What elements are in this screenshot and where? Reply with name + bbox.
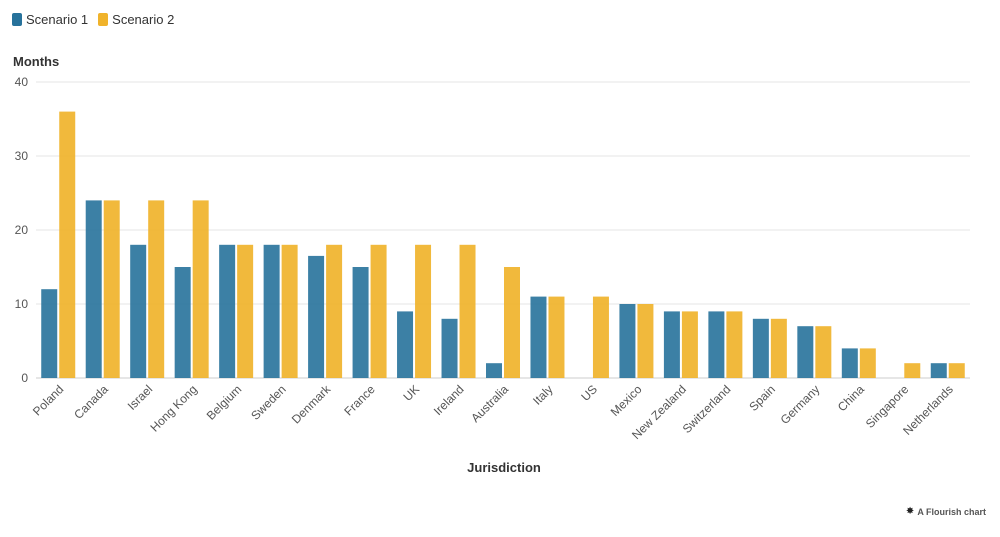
bar-scenario-1[interactable]: China — Scenario 1: 4 [841, 348, 858, 378]
x-axis-title: Jurisdiction [467, 460, 541, 475]
bars: Poland — Scenario 1: 12Poland — Scenario… [41, 111, 965, 378]
bar-scenario-2[interactable]: Spain — Scenario 2: 8 [770, 318, 787, 378]
y-tick-label: 10 [15, 297, 29, 311]
x-tick-label: US [578, 382, 600, 404]
legend-swatch-scenario-1 [12, 13, 22, 26]
x-tick-label: Germany [778, 382, 823, 427]
x-tick-label: Hong Kong [147, 382, 199, 434]
bar-scenario-2[interactable]: Australia — Scenario 2: 15 [504, 267, 520, 378]
x-tick-label: China [835, 382, 867, 414]
bar-scenario-2[interactable]: Netherlands — Scenario 2: 2 [948, 363, 965, 378]
x-tick-label: Switzerland [680, 382, 734, 436]
x-tick-label: Sweden [248, 382, 289, 423]
bar-scenario-1[interactable]: Poland — Scenario 1: 12 [41, 289, 58, 378]
bar-scenario-2[interactable]: Belgium — Scenario 2: 18 [237, 244, 254, 378]
x-tick-label: Australia [468, 382, 511, 425]
x-tick-label: France [341, 382, 378, 419]
x-tick-label: Belgium [204, 382, 245, 423]
legend-label-scenario-2: Scenario 2 [112, 12, 175, 27]
bar-scenario-1[interactable]: Italy — Scenario 1: 11 [530, 296, 547, 378]
bar-scenario-2[interactable]: New Zealand — Scenario 2: 9 [681, 311, 698, 378]
bar-scenario-2[interactable]: Denmark — Scenario 2: 18 [326, 244, 343, 378]
bar-scenario-1[interactable]: France — Scenario 1: 15 [352, 267, 369, 378]
bar-scenario-2[interactable]: US — Scenario 2: 11 [592, 296, 609, 378]
x-tick-label: Ireland [431, 382, 467, 418]
bar-scenario-1[interactable]: Germany — Scenario 1: 7 [797, 326, 814, 378]
y-tick-label: 0 [21, 371, 28, 385]
bar-scenario-2[interactable]: Germany — Scenario 2: 7 [815, 326, 832, 378]
bar-scenario-1[interactable]: UK — Scenario 1: 9 [397, 311, 414, 378]
bar-scenario-1[interactable]: Mexico — Scenario 1: 10 [619, 304, 636, 378]
bar-scenario-1[interactable]: Israel — Scenario 1: 18 [130, 244, 147, 378]
bar-scenario-2[interactable]: Singapore — Scenario 2: 2 [904, 363, 921, 378]
bar-scenario-1[interactable]: Belgium — Scenario 1: 18 [219, 244, 236, 378]
legend-item-scenario-1[interactable]: Scenario 1 [12, 12, 88, 27]
legend-swatch-scenario-2 [98, 13, 109, 26]
legend: Scenario 1 Scenario 2 [12, 12, 174, 27]
flourish-star-icon: ✸ [905, 506, 915, 517]
y-tick-label: 20 [15, 223, 29, 237]
flourish-credit[interactable]: ✸ A Flourish chart [906, 506, 986, 517]
bar-scenario-1[interactable]: Spain — Scenario 1: 8 [752, 318, 769, 378]
credit-text: A Flourish chart [917, 506, 986, 517]
x-tick-label: Denmark [289, 382, 334, 427]
legend-label-scenario-1: Scenario 1 [26, 12, 89, 27]
bar-scenario-2[interactable]: Sweden — Scenario 2: 18 [281, 244, 298, 378]
bar-scenario-1[interactable]: Hong Kong — Scenario 1: 15 [174, 267, 191, 378]
bar-scenario-1[interactable]: Ireland — Scenario 1: 8 [441, 318, 458, 378]
bar-scenario-2[interactable]: Mexico — Scenario 2: 10 [637, 304, 654, 378]
bar-scenario-1[interactable]: Denmark — Scenario 1: 16.5 [308, 255, 325, 378]
bar-scenario-2[interactable]: Israel — Scenario 2: 24 [148, 200, 165, 378]
bar-scenario-2[interactable]: UK — Scenario 2: 18 [415, 244, 432, 378]
y-axis-title: Months [13, 54, 59, 69]
bar-scenario-2[interactable]: Switzerland — Scenario 2: 9 [726, 311, 743, 378]
x-tick-label: Israel [125, 382, 156, 413]
y-tick-label: 40 [15, 75, 29, 89]
bar-scenario-1[interactable]: Australia — Scenario 1: 2 [486, 363, 502, 378]
x-tick-label: Spain [746, 382, 778, 414]
legend-item-scenario-2[interactable]: Scenario 2 [98, 12, 174, 27]
bar-scenario-1[interactable]: Netherlands — Scenario 1: 2 [930, 363, 947, 378]
y-tick-label: 30 [15, 149, 29, 163]
bar-scenario-1[interactable]: Canada — Scenario 1: 24 [85, 200, 102, 378]
gridlines [36, 81, 970, 379]
bar-scenario-2[interactable]: Canada — Scenario 2: 24 [103, 200, 120, 378]
bar-scenario-2[interactable]: Poland — Scenario 2: 36 [59, 111, 76, 378]
bar-scenario-2[interactable]: Hong Kong — Scenario 2: 24 [192, 200, 209, 378]
x-tick-label: Italy [530, 382, 555, 407]
x-tick-label: Mexico [608, 382, 645, 419]
bar-scenario-2[interactable]: Ireland — Scenario 2: 18 [459, 244, 476, 378]
y-axis-ticks: 0 10 20 30 40 [15, 75, 29, 385]
x-tick-label: Poland [30, 382, 66, 418]
bar-scenario-1[interactable]: Sweden — Scenario 1: 18 [263, 244, 280, 378]
bar-scenario-2[interactable]: China — Scenario 2: 4 [859, 348, 876, 378]
bar-scenario-2[interactable]: France — Scenario 2: 18 [370, 244, 387, 378]
bar-scenario-1[interactable]: Switzerland — Scenario 1: 9 [708, 311, 725, 378]
x-tick-label: Canada [71, 382, 111, 422]
bar-scenario-1[interactable]: New Zealand — Scenario 1: 9 [663, 311, 680, 378]
bar-scenario-2[interactable]: Italy — Scenario 2: 11 [548, 296, 565, 378]
x-tick-label: UK [400, 382, 422, 404]
